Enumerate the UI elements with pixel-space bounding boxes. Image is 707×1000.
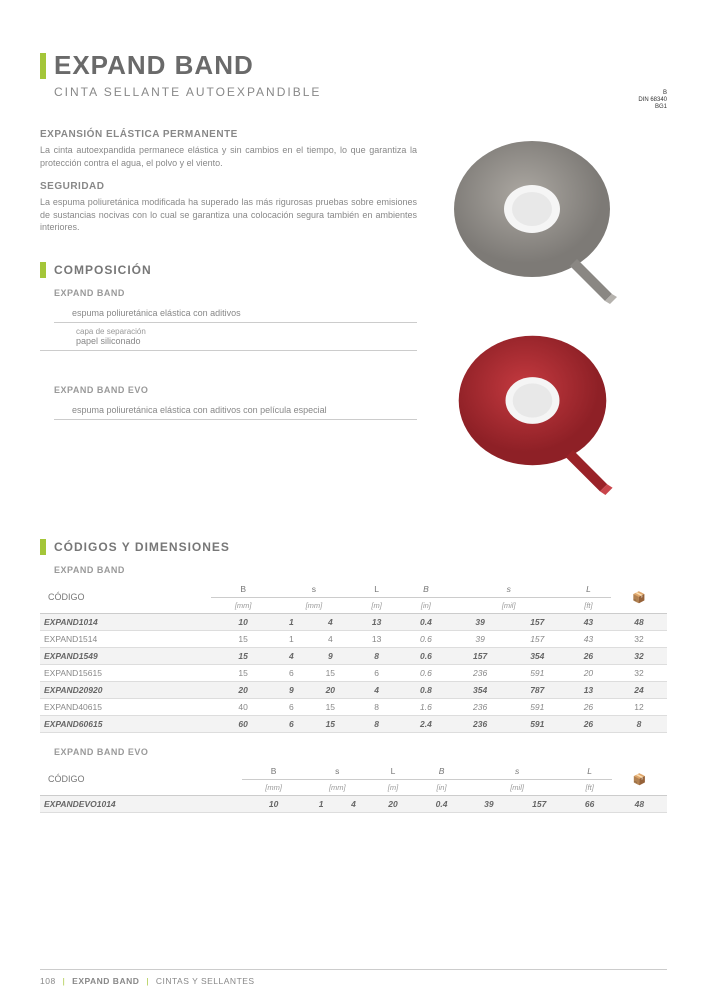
corner-mark: B DIN 68340 BG1 [638,90,667,112]
comp-line: espuma poliuretánica elástica con aditiv… [54,304,417,323]
table-row: EXPAND156151561560.62365912032 [40,665,667,682]
page-subtitle: CINTA SELLANTE AUTOEXPANDIBLE [54,85,667,99]
table2-label: EXPAND BAND EVO [54,747,667,757]
page-footer: 108 | EXPAND BAND | CINTAS Y SELLANTES [40,969,667,986]
table-expand-band-evo: CÓDIGO B s L B s L 📦 [mm] [mm] [m] [in] … [40,763,667,813]
box-icon: 📦 [633,774,647,786]
feature-text-1: La cinta autoexpandida permanece elástic… [40,144,417,169]
composition-heading: COMPOSICIÓN [54,263,152,277]
feature-title-1: EXPANSIÓN ELÁSTICA PERMANENTE [40,129,417,140]
col-header-codigo: CÓDIGO [40,763,242,796]
table-row: EXPAND10141014130.4391574348 [40,614,667,631]
table1-label: EXPAND BAND [54,565,667,575]
table-row: EXPAND406154061581.62365912612 [40,699,667,716]
table-row: EXPANDEVO10141014200.4391576648 [40,796,667,813]
table-expand-band: CÓDIGO B s L B s L 📦 [mm] [mm] [m] [in] … [40,581,667,733]
accent-bar [40,262,46,278]
accent-bar [40,53,46,79]
feature-title-2: SEGURIDAD [40,181,417,192]
comp-group2-label: EXPAND BAND EVO [54,385,417,395]
table-row: EXPAND1549154980.61573542632 [40,648,667,665]
tape-image-red [437,324,637,504]
table-row: EXPAND209202092040.83547871324 [40,682,667,699]
table-row: EXPAND15141514130.6391574332 [40,631,667,648]
tape-image-grey [437,129,637,309]
comp-line: capa de separación papel siliconado [40,323,417,351]
page-title: EXPAND BAND [54,50,254,81]
table-row: EXPAND606156061582.4236591268 [40,716,667,733]
box-icon: 📦 [632,592,646,604]
col-header-codigo: CÓDIGO [40,581,211,614]
comp-group1-label: EXPAND BAND [54,288,417,298]
accent-bar [40,539,46,555]
feature-text-2: La espuma poliuretánica modificada ha su… [40,196,417,234]
comp-line: espuma poliuretánica elástica con aditiv… [54,401,417,420]
tables-heading: CÓDIGOS Y DIMENSIONES [54,540,230,554]
